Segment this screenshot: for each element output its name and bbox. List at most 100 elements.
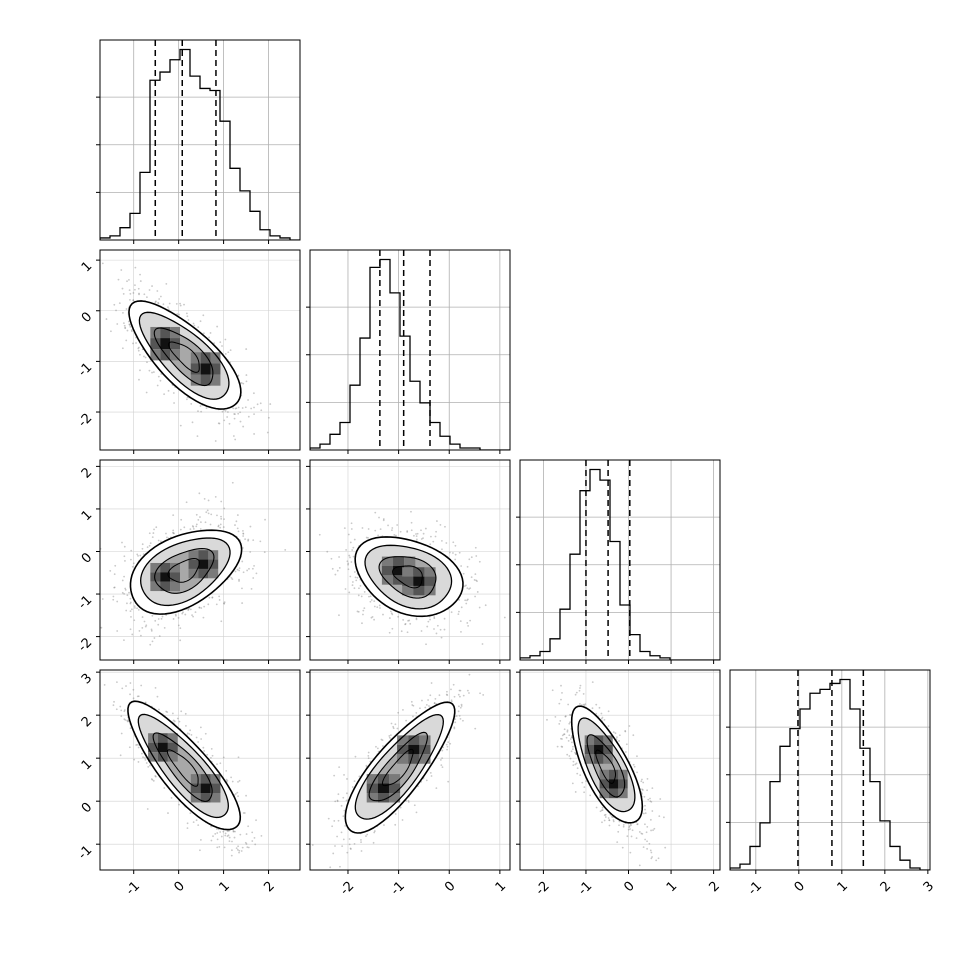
contour-line — [368, 731, 428, 802]
y-tick-label: 1 — [79, 508, 95, 524]
density-cell — [160, 581, 171, 592]
y-tick-label: -1 — [76, 593, 96, 613]
density-cell — [188, 550, 199, 560]
density-cell — [408, 744, 420, 755]
x-tick-label: 2 — [706, 879, 722, 895]
histogram-frame — [519, 459, 721, 661]
density-cell — [170, 572, 180, 582]
density-cell — [200, 363, 211, 375]
density-cell — [190, 783, 201, 794]
x-tick-label: 2 — [261, 879, 277, 895]
density-cell — [170, 581, 180, 592]
x-tick-label: 2 — [878, 879, 894, 895]
density-cell — [603, 735, 613, 745]
density-cell — [167, 733, 178, 743]
density-cell — [584, 744, 595, 755]
histogram-panel — [96, 40, 300, 240]
density-panel — [310, 670, 510, 870]
x-tick-label: -1 — [388, 879, 408, 899]
density-cell — [170, 338, 180, 350]
density-cell — [157, 733, 168, 743]
density-cell — [200, 774, 211, 784]
density-cell — [190, 374, 201, 386]
density-cell — [408, 735, 420, 745]
contour-line — [154, 547, 215, 594]
density-cell — [190, 774, 201, 784]
density-cell — [210, 793, 221, 803]
y-tick-label: 0 — [79, 550, 95, 566]
y-tick-label: 1 — [79, 757, 95, 773]
density-cell — [594, 735, 604, 745]
density-cell — [584, 754, 595, 764]
density-cell — [419, 754, 431, 764]
contour-line — [168, 341, 200, 373]
density-cell — [419, 744, 431, 755]
density-cell — [388, 783, 401, 794]
contour-line — [129, 529, 243, 615]
density-cell — [618, 779, 628, 789]
density-cell — [167, 752, 178, 762]
density-panel — [100, 250, 300, 450]
density-cell — [608, 779, 619, 789]
x-tick-label: 3 — [921, 879, 937, 895]
density-cell — [413, 576, 425, 586]
tick-marks — [96, 465, 270, 664]
y-tick-label: -1 — [76, 360, 96, 380]
contour-line — [166, 749, 199, 787]
density-frame — [99, 459, 301, 661]
contour-line — [344, 701, 456, 834]
density-cell — [210, 774, 221, 784]
tick-marks — [306, 465, 501, 664]
tick-marks — [96, 671, 270, 874]
density-cell — [200, 374, 211, 386]
density-frame — [519, 669, 721, 871]
density-cell — [198, 559, 209, 569]
density-cell — [198, 550, 209, 560]
density-cell — [397, 754, 409, 764]
contour-line — [140, 537, 231, 607]
density-cell — [424, 585, 436, 596]
x-tick-label: -1 — [745, 879, 765, 899]
contour-line — [392, 565, 423, 589]
density-cell — [190, 352, 201, 364]
density-cell — [424, 567, 436, 577]
density-cell — [594, 744, 604, 755]
density-cell — [599, 788, 609, 799]
histogram-panel — [726, 670, 930, 870]
tick-marks — [755, 870, 929, 874]
tick-marks — [96, 259, 270, 454]
x-tick-label: -1 — [575, 879, 595, 899]
density-cell — [160, 338, 171, 350]
density-cell — [584, 735, 595, 745]
histogram-step — [310, 258, 510, 450]
histogram-step — [730, 678, 930, 870]
density-cell — [150, 562, 161, 573]
tick-marks — [133, 240, 270, 244]
density-frame — [99, 669, 301, 871]
density-cell — [210, 363, 221, 375]
x-tick-label: 0 — [792, 879, 808, 895]
density-cell — [397, 744, 409, 755]
density-cell — [402, 585, 414, 596]
density-cell — [366, 783, 378, 794]
density-cell — [404, 556, 416, 566]
density-cell — [148, 742, 158, 753]
density-cell — [594, 754, 604, 764]
contour-line — [586, 734, 626, 798]
y-tick-label: 1 — [79, 259, 95, 275]
y-tick-label: -2 — [76, 635, 96, 655]
x-tick-label: 0 — [442, 879, 458, 895]
x-tick-label: 1 — [664, 879, 680, 895]
density-cell — [618, 788, 628, 799]
density-cell — [603, 754, 613, 764]
contour-line — [381, 748, 414, 787]
density-cell — [210, 783, 221, 794]
density-cell — [381, 575, 394, 585]
density-cell — [198, 568, 209, 579]
density-panel — [310, 460, 510, 660]
density-cell — [160, 572, 171, 582]
contour-line — [153, 327, 214, 387]
density-cell — [377, 793, 389, 803]
y-tick-label: 0 — [79, 800, 95, 816]
density-cell — [157, 742, 168, 753]
